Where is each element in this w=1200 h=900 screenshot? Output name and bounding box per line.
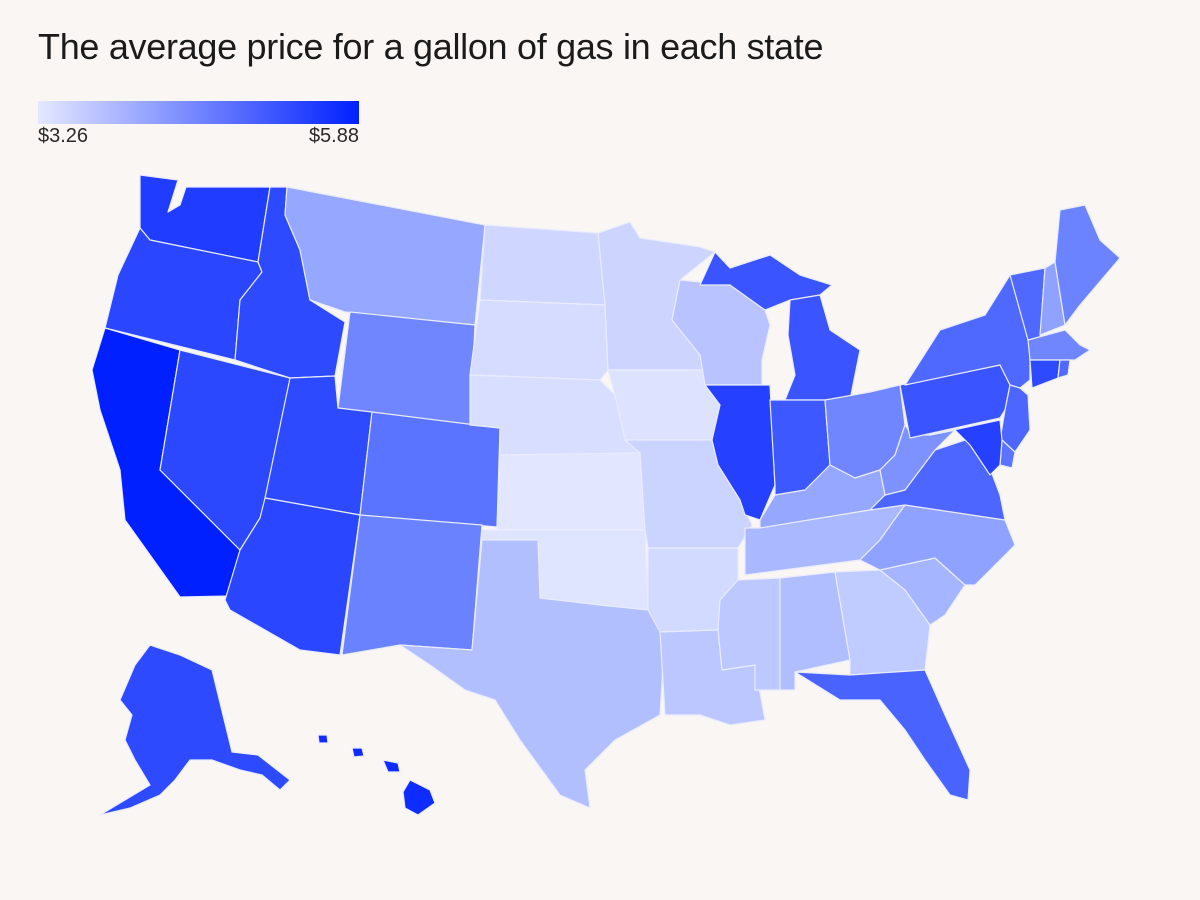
state-CT[interactable] [1029, 359, 1061, 389]
state-RI[interactable] [1057, 359, 1071, 379]
state-MD[interactable] [929, 419, 1003, 476]
map-title: The average price for a gallon of gas in… [38, 26, 824, 67]
state-ND[interactable] [479, 224, 606, 306]
state-KS[interactable] [496, 452, 646, 531]
legend-max-label: $5.88 [308, 125, 359, 147]
state-FL[interactable] [794, 669, 971, 801]
state-HI-big[interactable] [402, 779, 436, 816]
state-NM[interactable] [341, 514, 483, 656]
state-IA[interactable] [607, 369, 721, 441]
state-MI-lower[interactable] [784, 294, 861, 401]
state-AZ[interactable] [224, 497, 361, 656]
state-NC[interactable] [859, 504, 1016, 586]
legend-gradient-bar [38, 101, 359, 124]
state-HI-maui[interactable] [382, 759, 401, 773]
state-HI-kauai[interactable] [317, 734, 329, 744]
state-NJ[interactable] [999, 384, 1031, 453]
state-NY[interactable] [904, 274, 1031, 389]
state-WY[interactable] [337, 311, 476, 426]
state-CO[interactable] [359, 411, 501, 528]
state-HI-oahu[interactable] [351, 747, 365, 758]
state-SD[interactable] [469, 299, 609, 381]
state-ME[interactable] [1054, 204, 1121, 326]
state-TX[interactable] [399, 539, 666, 809]
legend-min-label: $3.26 [38, 125, 89, 147]
state-AK[interactable] [99, 644, 291, 816]
color-legend: $3.26 $5.88 [38, 101, 359, 147]
